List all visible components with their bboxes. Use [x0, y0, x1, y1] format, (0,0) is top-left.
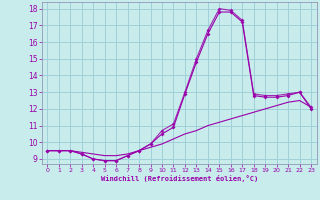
X-axis label: Windchill (Refroidissement éolien,°C): Windchill (Refroidissement éolien,°C): [100, 175, 258, 182]
